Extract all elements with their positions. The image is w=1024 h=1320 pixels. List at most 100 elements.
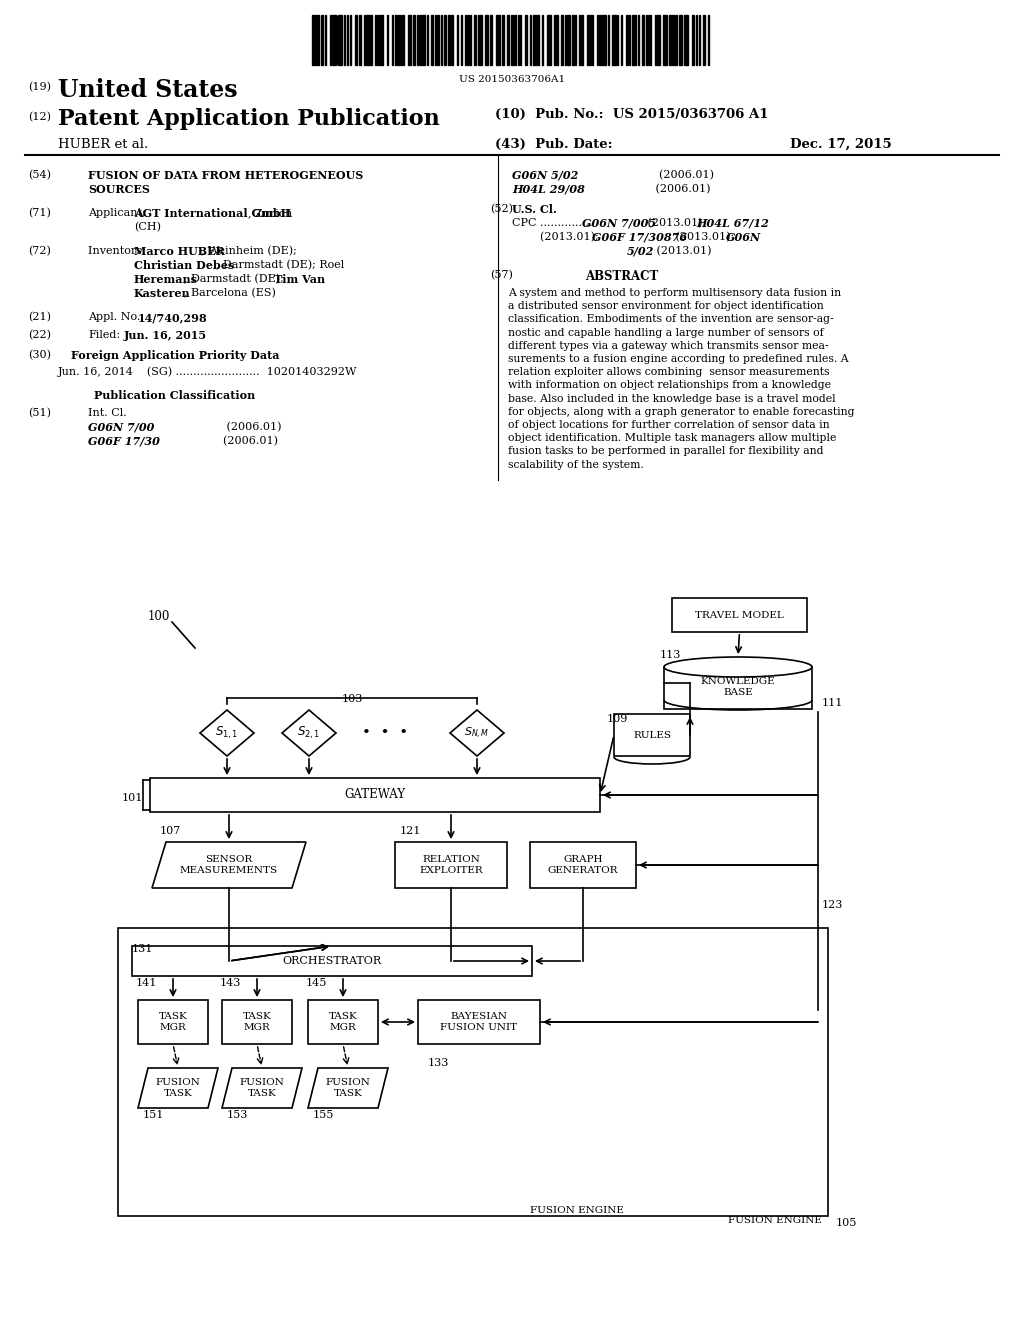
Text: SENSOR
MEASUREMENTS: SENSOR MEASUREMENTS (180, 855, 279, 875)
Text: (71): (71) (28, 209, 51, 218)
Text: 143: 143 (220, 978, 242, 987)
Bar (646, 15, 648, 65)
Polygon shape (138, 1068, 218, 1107)
Bar (632, 15, 636, 65)
Text: (2013.01): (2013.01) (653, 246, 712, 256)
Text: (54): (54) (28, 170, 51, 181)
Text: nostic and capable handling a large number of sensors of: nostic and capable handling a large numb… (508, 327, 823, 338)
Text: 123: 123 (822, 900, 844, 909)
Bar (437, 15, 439, 65)
Text: Jun. 16, 2014    (SG) ........................  10201403292W: Jun. 16, 2014 (SG) .....................… (58, 366, 357, 376)
Bar (669, 15, 671, 65)
Bar (413, 15, 415, 65)
Text: Inventors:: Inventors: (88, 246, 150, 256)
Text: (22): (22) (28, 330, 51, 341)
Text: Tim Van: Tim Van (274, 275, 326, 285)
Text: RELATION
EXPLOITER: RELATION EXPLOITER (419, 855, 482, 875)
Text: 121: 121 (400, 826, 421, 836)
Bar (452, 15, 454, 65)
Text: GRAPH
GENERATOR: GRAPH GENERATOR (548, 855, 618, 875)
Text: Dec. 17, 2015: Dec. 17, 2015 (790, 139, 892, 150)
Text: 103: 103 (341, 694, 362, 704)
Text: , Darmstadt (DE); Roel: , Darmstadt (DE); Roel (216, 260, 344, 271)
Bar (672, 598, 807, 632)
Ellipse shape (664, 657, 812, 677)
Text: a distributed sensor environment for object identification: a distributed sensor environment for obj… (508, 301, 823, 312)
Text: (21): (21) (28, 312, 51, 322)
Text: (51): (51) (28, 408, 51, 418)
Text: 133: 133 (428, 1059, 450, 1068)
Text: Foreign Application Priority Data: Foreign Application Priority Data (71, 350, 280, 360)
Text: scalability of the system.: scalability of the system. (508, 459, 644, 470)
Bar (657, 15, 660, 65)
Text: US 20150363706A1: US 20150363706A1 (459, 75, 565, 84)
Text: Publication Classification: Publication Classification (94, 389, 256, 401)
Bar (602, 15, 606, 65)
Bar (538, 15, 540, 65)
Text: base. Also included in the knowledge base is a travel model: base. Also included in the knowledge bas… (508, 393, 836, 404)
Text: Patent Application Publication: Patent Application Publication (58, 108, 439, 129)
Bar (484, 15, 486, 65)
Bar (150, 777, 600, 812)
Text: classification. Embodiments of the invention are sensor-ag-: classification. Embodiments of the inven… (508, 314, 834, 325)
Bar (132, 946, 532, 975)
Text: object identification. Multiple task managers allow multiple: object identification. Multiple task man… (508, 433, 837, 444)
Bar (386, 15, 388, 65)
Text: Appl. No.:: Appl. No.: (88, 312, 147, 322)
Text: ABSTRACT: ABSTRACT (586, 271, 658, 282)
Bar (684, 15, 686, 65)
Bar (514, 15, 516, 65)
Text: TRAVEL MODEL: TRAVEL MODEL (695, 610, 784, 619)
Text: Jun. 16, 2015: Jun. 16, 2015 (124, 330, 207, 341)
Bar (332, 15, 336, 65)
Text: FUSION ENGINE: FUSION ENGINE (728, 1216, 822, 1225)
Text: CPC ...............: CPC ............... (512, 218, 596, 228)
Text: FUSION
TASK: FUSION TASK (240, 1078, 285, 1098)
Text: G06F 17/30876: G06F 17/30876 (592, 232, 687, 243)
Text: , Weinheim (DE);: , Weinheim (DE); (201, 246, 297, 256)
Text: (10)  Pub. No.:  US 2015/0363706 A1: (10) Pub. No.: US 2015/0363706 A1 (495, 108, 768, 121)
Text: (2006.01): (2006.01) (617, 183, 711, 194)
Bar (467, 15, 469, 65)
Bar (315, 15, 318, 65)
Text: FUSION
TASK: FUSION TASK (156, 1078, 201, 1098)
Bar (530, 842, 636, 888)
Text: 111: 111 (822, 698, 844, 708)
Bar (444, 15, 446, 65)
Text: (2013.01);: (2013.01); (672, 232, 737, 243)
Text: FUSION
TASK: FUSION TASK (326, 1078, 371, 1098)
Text: G06F 17/30: G06F 17/30 (88, 436, 160, 447)
Text: G06N 5/02: G06N 5/02 (512, 170, 579, 181)
Bar (138, 1001, 208, 1044)
Text: $S_{1,1}$: $S_{1,1}$ (215, 725, 239, 742)
Bar (703, 15, 706, 65)
Bar (675, 15, 677, 65)
Text: ORCHESTRATOR: ORCHESTRATOR (283, 956, 382, 966)
Bar (567, 15, 569, 65)
Bar (692, 15, 694, 65)
Bar (649, 15, 651, 65)
Bar (664, 667, 812, 709)
Text: 155: 155 (313, 1110, 335, 1119)
Text: G06N 7/005: G06N 7/005 (582, 218, 656, 228)
Bar (222, 1001, 292, 1044)
Text: GATEWAY: GATEWAY (344, 788, 406, 801)
Text: 151: 151 (143, 1110, 165, 1119)
Text: surements to a fusion engine according to predefined rules. A: surements to a fusion engine according t… (508, 354, 849, 364)
Text: , Darmstadt (DE);: , Darmstadt (DE); (184, 275, 284, 284)
Bar (672, 15, 674, 65)
Text: for objects, along with a graph generator to enable forecasting: for objects, along with a graph generato… (508, 407, 854, 417)
Bar (321, 15, 323, 65)
Polygon shape (450, 710, 504, 756)
Bar (524, 15, 526, 65)
Bar (612, 15, 615, 65)
Text: relation exploiter allows combining  sensor measurements: relation exploiter allows combining sens… (508, 367, 829, 378)
Bar (118, 928, 828, 1216)
Polygon shape (222, 1068, 302, 1107)
Bar (366, 15, 369, 65)
Text: (2006.01): (2006.01) (188, 436, 278, 446)
Text: (52): (52) (490, 205, 513, 214)
Text: FUSION ENGINE: FUSION ENGINE (530, 1206, 624, 1214)
Bar (490, 15, 493, 65)
Text: 153: 153 (227, 1110, 249, 1119)
